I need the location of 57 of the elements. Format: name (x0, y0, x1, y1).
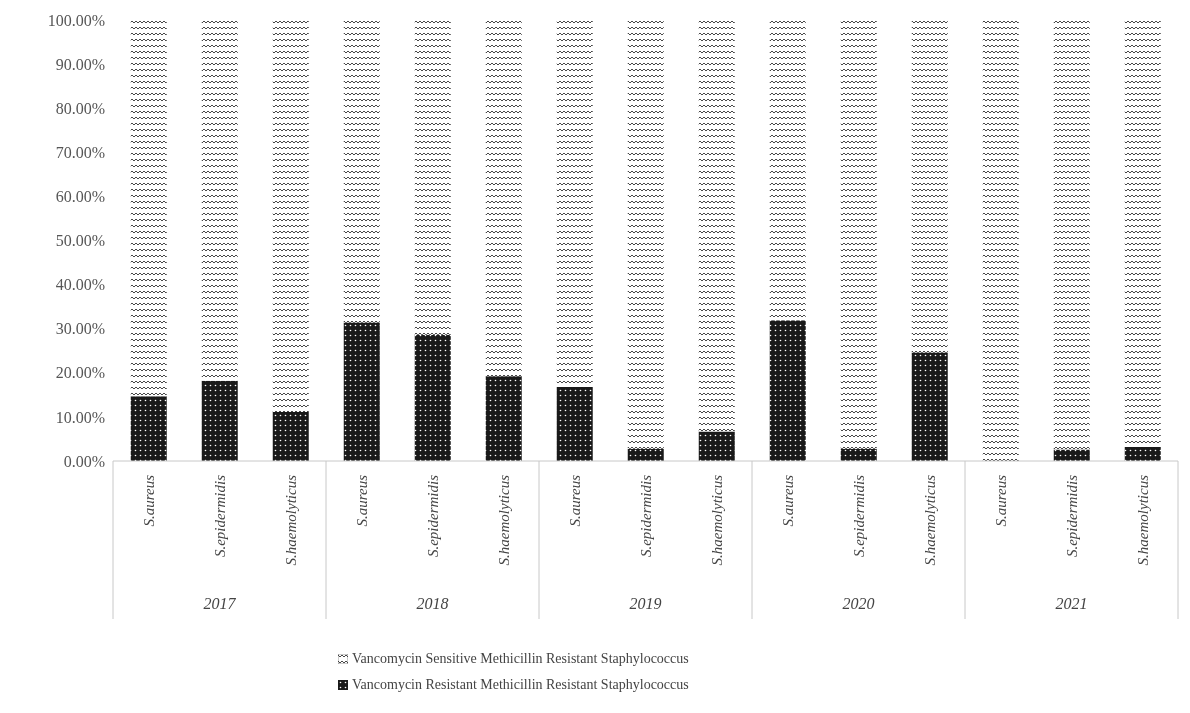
x-tick-label: S.haemolyticus (921, 474, 938, 566)
x-tick-label: S.aureus (140, 474, 157, 527)
y-tick-label: 50.00% (55, 232, 105, 250)
y-tick-label: 90.00% (55, 55, 105, 73)
bar (130, 20, 167, 397)
bar (911, 352, 948, 461)
bar (556, 386, 593, 461)
bar (840, 20, 877, 449)
bar (1124, 446, 1161, 461)
y-tick-label: 30.00% (55, 320, 105, 338)
bar (414, 20, 451, 335)
legend-label: Vancomycin Resistant Methicillin Resistant Staphylococcus (352, 677, 689, 693)
bar (769, 320, 806, 461)
x-tick-label: S.epidermidis (1063, 474, 1080, 558)
bar (201, 380, 238, 461)
bar (414, 334, 451, 461)
bar (485, 20, 522, 377)
bar (982, 20, 1019, 461)
bar (698, 431, 735, 461)
bar (485, 376, 522, 461)
text: 2017 (203, 595, 237, 612)
text: 2020 (842, 595, 875, 612)
x-tick-label: S.haemolyticus (495, 474, 512, 566)
y-tick-label: 70.00% (55, 143, 105, 161)
text: 2021 (1055, 595, 1088, 612)
x-tick-label: S.aureus (779, 474, 796, 527)
x-tick-label: S.aureus (566, 474, 583, 527)
y-tick-label: 40.00% (55, 276, 105, 294)
bar (272, 20, 309, 413)
bar (627, 20, 664, 449)
legend-label: Vancomycin Sensitive Methicillin Resistant Staphylococcus (352, 651, 689, 667)
y-tick-label: 20.00% (55, 364, 105, 382)
y-tick-label: 60.00% (55, 188, 105, 206)
x-tick-label: S.epidermidis (637, 474, 654, 558)
y-tick-label: 100.00% (47, 11, 105, 29)
y-tick-label: 0.00% (63, 452, 105, 470)
x-tick-label: S.epidermidis (211, 474, 228, 558)
bar (272, 412, 309, 461)
x-tick-label: S.haemolyticus (708, 474, 725, 566)
x-tick-label: S.epidermidis (424, 474, 441, 558)
x-tick-label: S.aureus (992, 474, 1009, 527)
bar (698, 20, 735, 432)
bar (1053, 20, 1090, 450)
text: 2018 (416, 595, 449, 612)
text: 2019 (629, 595, 662, 612)
bar (769, 20, 806, 321)
y-tick-label: 10.00% (55, 408, 105, 426)
bar (201, 20, 238, 381)
bar (911, 20, 948, 353)
x-tick-label: S.epidermidis (850, 474, 867, 558)
bar (343, 322, 380, 461)
bar (343, 20, 380, 323)
x-tick-label: S.haemolyticus (282, 474, 299, 566)
y-tick-label: 80.00% (55, 99, 105, 117)
x-tick-label: S.haemolyticus (1134, 474, 1151, 566)
x-tick-label: S.aureus (353, 474, 370, 527)
bar (130, 396, 167, 461)
